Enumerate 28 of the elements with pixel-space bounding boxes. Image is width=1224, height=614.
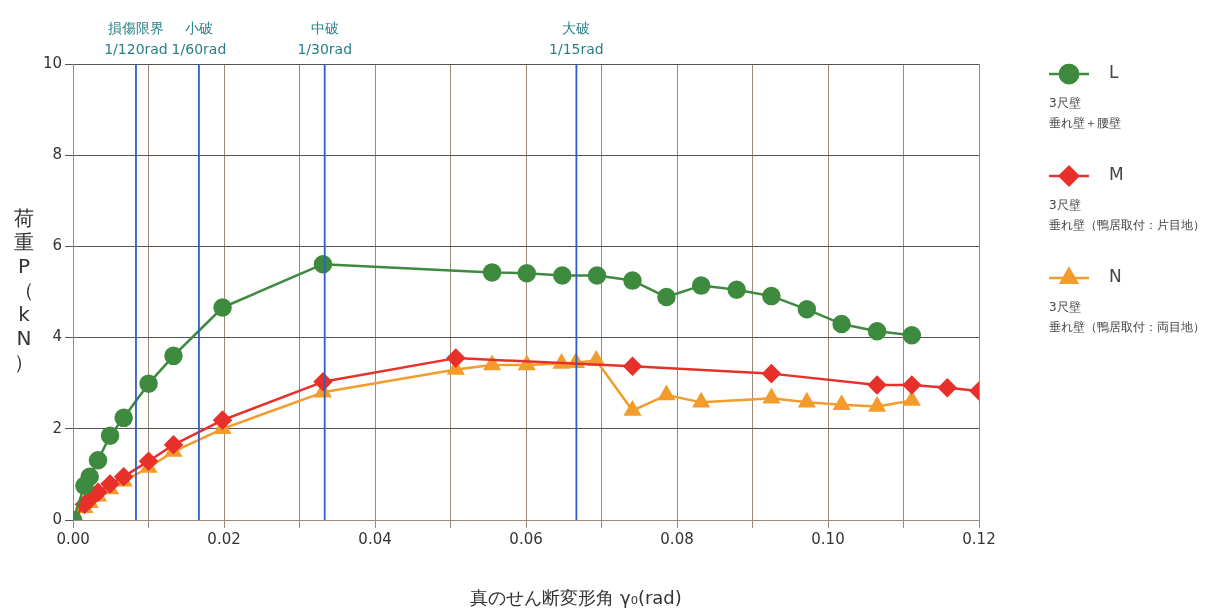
- ref-line-label: 小破 1/60rad: [171, 20, 227, 57]
- legend-label: N: [1109, 266, 1122, 287]
- x-tick-label: 0.02: [207, 529, 241, 548]
- x-tick-label: 0.04: [358, 529, 392, 548]
- x-tick-label: 0.12: [962, 529, 996, 548]
- y-tick-label: 4: [52, 327, 63, 346]
- text: 垂れ壁＋腰壁: [1049, 116, 1121, 131]
- x-tick-label: 0.08: [660, 529, 694, 548]
- legend-label: M: [1109, 164, 1124, 185]
- text: 垂れ壁（鴨居取付：両目地）: [1049, 320, 1205, 335]
- x-tick-label: 0.10: [811, 529, 845, 548]
- y-tick-label: 2: [52, 418, 63, 437]
- ref-line-label: 大破 1/15rad: [549, 20, 604, 57]
- x-tick-label: 0.06: [509, 529, 543, 548]
- ref-line-label: 損傷限界 1/120rad: [104, 20, 168, 57]
- text: 3尺壁: [1049, 198, 1081, 213]
- text: 3尺壁: [1049, 96, 1081, 111]
- legend-label: L: [1109, 62, 1119, 83]
- y-tick-label: 0: [52, 509, 63, 528]
- text: 3尺壁: [1049, 300, 1081, 315]
- y-tick-label: 8: [52, 145, 63, 164]
- x-axis-title: 真のせん断変形角 γ₀(rad): [470, 587, 682, 608]
- y-tick-label: 10: [42, 53, 63, 72]
- ref-line-label: 中破 1/30rad: [297, 20, 353, 57]
- y-axis-title: 荷重P（kN）: [14, 206, 34, 375]
- x-tick-label: 0.00: [56, 529, 90, 548]
- y-tick-label: 6: [52, 236, 63, 255]
- text: 垂れ壁（鴨居取付：片目地）: [1049, 218, 1205, 233]
